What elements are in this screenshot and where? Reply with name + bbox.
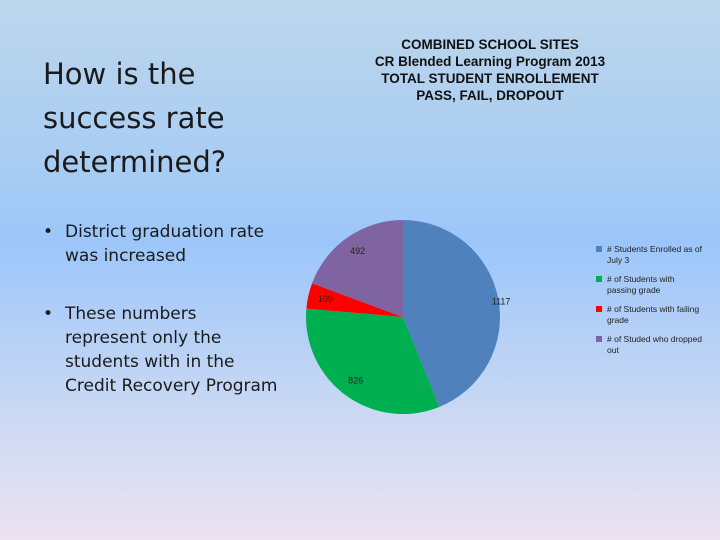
bullet-text: District graduation rate was increased xyxy=(65,222,265,266)
bullet-item: • District graduation rate was increased xyxy=(43,220,283,268)
pie-slice xyxy=(305,308,440,415)
legend-item: # of Students with passing grade xyxy=(596,274,706,296)
legend-label: # of Studed who dropped out xyxy=(607,334,702,355)
chart-title-line: TOTAL STUDENT ENROLLEMENT xyxy=(381,71,599,86)
legend-swatch xyxy=(596,246,602,252)
legend-label: # of Students with passing grade xyxy=(607,274,675,295)
legend-swatch xyxy=(596,306,602,312)
chart-legend: # Students Enrolled as of July 3 # of St… xyxy=(596,244,706,356)
chart-title: COMBINED SCHOOL SITES CR Blended Learnin… xyxy=(340,36,640,104)
legend-swatch xyxy=(596,276,602,282)
pie-slice xyxy=(403,219,501,407)
pie-data-label: 492 xyxy=(350,246,365,256)
legend-swatch xyxy=(596,336,602,342)
legend-item: # of Studed who dropped out xyxy=(596,334,706,356)
bullet-dot-icon: • xyxy=(43,222,54,242)
legend-label: # of Students with failing grade xyxy=(607,304,700,325)
chart-title-line: COMBINED SCHOOL SITES xyxy=(401,37,579,52)
bullet-item: • These numbers represent only the stude… xyxy=(43,302,283,398)
pie-data-label: 109 xyxy=(318,294,333,304)
bullet-text: These numbers represent only the student… xyxy=(65,304,278,396)
pie-slice xyxy=(306,283,403,317)
chart-title-line: PASS, FAIL, DROPOUT xyxy=(416,88,564,103)
bullet-list: • District graduation rate was increased… xyxy=(43,220,283,398)
pie-slice xyxy=(312,219,403,317)
slide-title: How is the success rate determined? xyxy=(43,57,227,179)
legend-label: # Students Enrolled as of July 3 xyxy=(607,244,702,265)
chart-title-line: CR Blended Learning Program 2013 xyxy=(374,54,606,69)
legend-item: # Students Enrolled as of July 3 xyxy=(596,244,706,266)
legend-item: # of Students with failing grade xyxy=(596,304,706,326)
pie-data-label: 1117 xyxy=(492,296,511,306)
bullet-dot-icon: • xyxy=(43,304,54,324)
pie-data-label: 826 xyxy=(348,375,363,385)
